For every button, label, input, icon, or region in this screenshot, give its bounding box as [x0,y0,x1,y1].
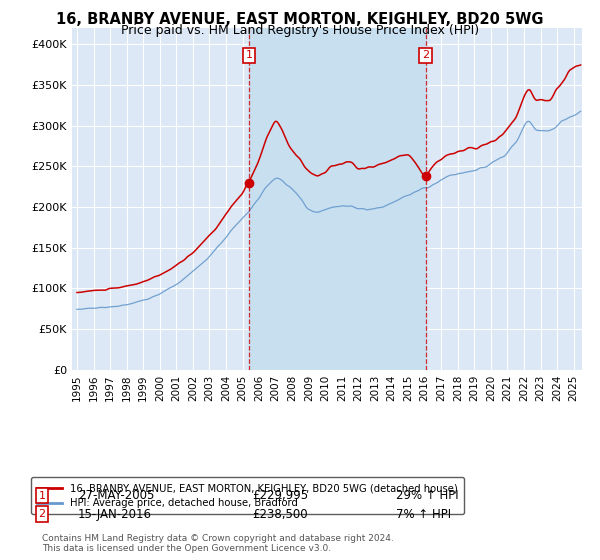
Text: £229,995: £229,995 [252,489,308,502]
Text: 2: 2 [422,50,429,60]
Text: £238,500: £238,500 [252,507,308,521]
Text: 1: 1 [245,50,253,60]
Legend: 16, BRANBY AVENUE, EAST MORTON, KEIGHLEY, BD20 5WG (detached house), HPI: Averag: 16, BRANBY AVENUE, EAST MORTON, KEIGHLEY… [31,477,464,514]
Bar [249,28,425,370]
Text: Price paid vs. HM Land Registry's House Price Index (HPI): Price paid vs. HM Land Registry's House … [121,24,479,37]
Text: 16, BRANBY AVENUE, EAST MORTON, KEIGHLEY, BD20 5WG: 16, BRANBY AVENUE, EAST MORTON, KEIGHLEY… [56,12,544,27]
Text: 2: 2 [38,509,46,519]
Text: 7% ↑ HPI: 7% ↑ HPI [396,507,451,521]
Text: 1: 1 [38,491,46,501]
Text: 29% ↑ HPI: 29% ↑ HPI [396,489,458,502]
Text: 15-JAN-2016: 15-JAN-2016 [78,507,152,521]
Text: 27-MAY-2005: 27-MAY-2005 [78,489,154,502]
Text: Contains HM Land Registry data © Crown copyright and database right 2024.
This d: Contains HM Land Registry data © Crown c… [42,534,394,553]
